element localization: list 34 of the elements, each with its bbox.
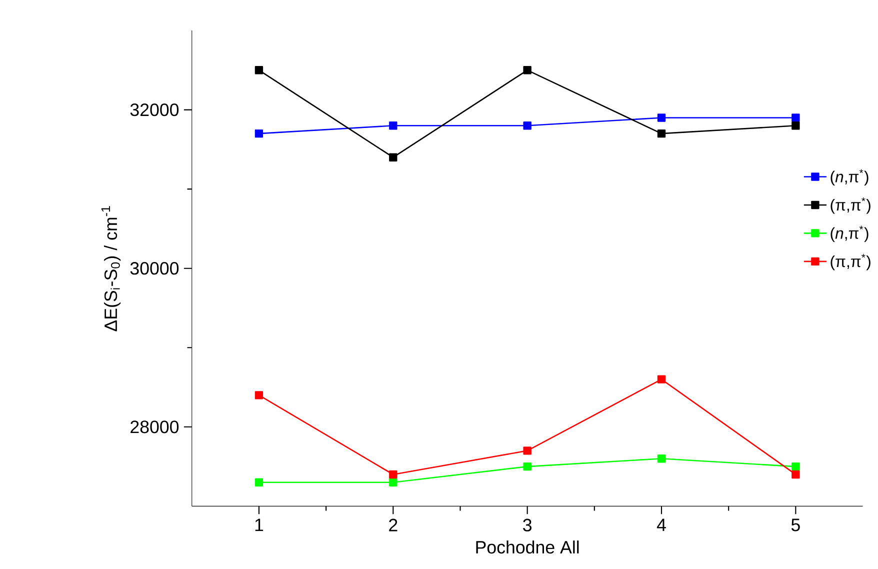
x-tick-label: 5 xyxy=(791,518,800,532)
point xyxy=(657,375,666,384)
point xyxy=(389,153,398,162)
legend-label: (n,π$^{*}$) xyxy=(830,226,868,242)
point xyxy=(657,114,666,122)
y-tick-label: 28000 xyxy=(130,420,179,434)
point xyxy=(657,454,666,463)
point xyxy=(792,114,800,122)
point xyxy=(389,470,398,479)
point xyxy=(254,391,264,400)
point xyxy=(389,478,398,487)
legend-label: (π,π$^{*}$) xyxy=(830,254,870,270)
x-tick-label: 2 xyxy=(389,518,398,532)
point xyxy=(523,66,532,74)
x-tick-label: 4 xyxy=(656,518,666,532)
point xyxy=(792,470,800,479)
x-axis-title: Pochodne All xyxy=(476,540,579,554)
point xyxy=(389,122,398,130)
point xyxy=(523,446,532,455)
point xyxy=(254,478,264,487)
point xyxy=(254,66,264,74)
y-tick-label: 32000 xyxy=(130,104,179,116)
point xyxy=(523,462,532,471)
point xyxy=(792,462,800,471)
y-axis-title: ΔE(S$_{i}$-S$_{0}$) / cm$^{-1}$ xyxy=(101,206,121,332)
y-tick-label: 30000 xyxy=(130,262,179,275)
point xyxy=(523,122,532,130)
legend-label: (π,π$^{*}$) xyxy=(830,198,870,214)
x-tick-label: 3 xyxy=(523,518,532,532)
point xyxy=(657,130,666,138)
point xyxy=(254,130,264,138)
point xyxy=(792,122,800,130)
x-tick-label: 1 xyxy=(255,518,264,532)
legend-label: (n,π$^{*}$) xyxy=(830,169,868,186)
